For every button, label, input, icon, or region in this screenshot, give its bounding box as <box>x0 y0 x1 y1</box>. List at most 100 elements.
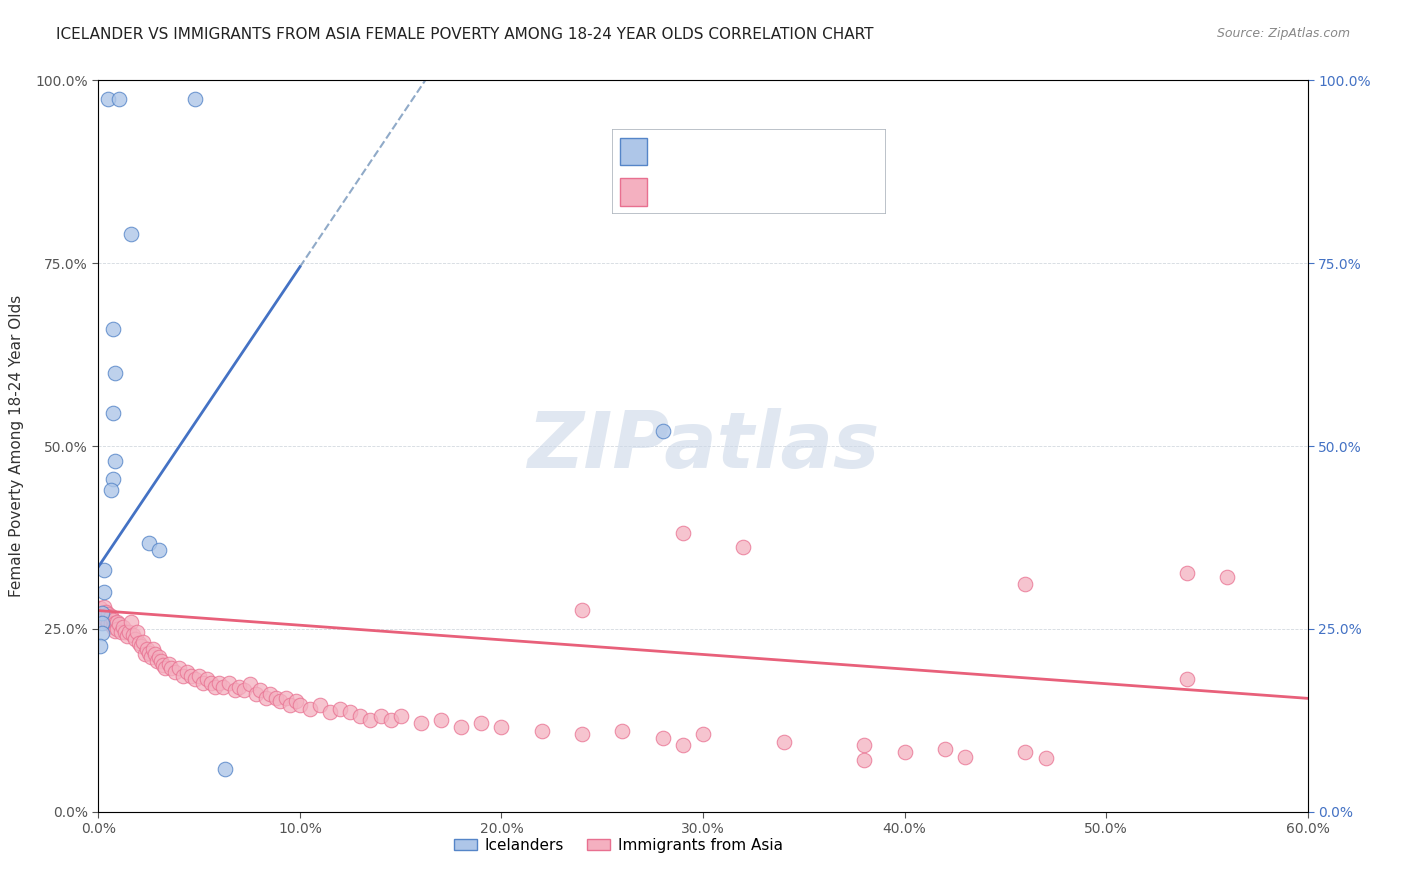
Point <box>309 698 332 712</box>
Point <box>110 624 132 639</box>
Point <box>97 607 120 622</box>
Point <box>530 723 553 738</box>
Point <box>380 713 402 727</box>
Point <box>176 665 198 679</box>
Point <box>180 668 202 682</box>
Point <box>101 613 124 627</box>
Point <box>103 615 125 630</box>
Text: ICELANDER VS IMMIGRANTS FROM ASIA FEMALE POVERTY AMONG 18-24 YEAR OLDS CORRELATI: ICELANDER VS IMMIGRANTS FROM ASIA FEMALE… <box>56 27 873 42</box>
Point <box>91 606 114 620</box>
Point <box>188 668 211 682</box>
Point <box>93 611 115 625</box>
Point <box>651 731 673 745</box>
Point <box>120 227 142 241</box>
Text: ZIPatlas: ZIPatlas <box>527 408 879 484</box>
Point <box>1014 746 1036 760</box>
FancyBboxPatch shape <box>620 138 647 165</box>
Point <box>149 654 172 668</box>
Point <box>101 406 124 420</box>
Point <box>160 661 183 675</box>
Point <box>239 676 262 690</box>
Point <box>103 624 125 638</box>
Point <box>1216 570 1239 584</box>
Point <box>121 628 143 642</box>
Point <box>91 615 114 630</box>
Point <box>571 603 593 617</box>
Point <box>184 673 207 687</box>
Point <box>120 615 142 629</box>
Point <box>125 624 148 639</box>
Text: 100: 100 <box>837 185 873 200</box>
Point <box>152 657 174 672</box>
Point <box>200 676 222 690</box>
FancyBboxPatch shape <box>612 129 886 214</box>
Point <box>450 720 472 734</box>
Point <box>100 483 122 497</box>
Point <box>105 615 128 629</box>
FancyBboxPatch shape <box>620 178 647 206</box>
Point <box>339 705 361 719</box>
Text: 0.312: 0.312 <box>716 144 769 159</box>
Point <box>319 705 342 719</box>
Point <box>100 615 122 630</box>
Point <box>288 698 311 712</box>
Point <box>232 683 254 698</box>
Point <box>97 92 120 106</box>
Point <box>97 615 120 630</box>
Point <box>107 92 129 106</box>
Point <box>772 734 794 748</box>
Point <box>249 683 271 698</box>
Point <box>101 322 124 336</box>
Point <box>360 713 382 727</box>
Point <box>269 694 291 708</box>
Point <box>692 727 714 741</box>
Point <box>1035 751 1057 765</box>
Point <box>934 741 956 756</box>
Point <box>93 585 115 599</box>
Point <box>389 709 412 723</box>
Point <box>651 425 673 439</box>
Point <box>259 687 281 701</box>
Point <box>146 654 169 668</box>
Point <box>124 632 146 646</box>
Point <box>264 690 287 705</box>
Point <box>470 716 492 731</box>
Legend: Icelanders, Immigrants from Asia: Icelanders, Immigrants from Asia <box>449 831 789 859</box>
Point <box>193 676 215 690</box>
Point <box>1014 577 1036 591</box>
Point <box>224 683 246 698</box>
Point <box>172 668 194 682</box>
Point <box>195 673 218 687</box>
Point <box>89 608 111 623</box>
Text: N =: N = <box>782 144 811 159</box>
Point <box>672 738 695 752</box>
Point <box>245 687 267 701</box>
Text: R =: R = <box>658 185 686 200</box>
Point <box>167 661 190 675</box>
Point <box>115 629 138 643</box>
Point <box>163 665 186 679</box>
Point <box>129 640 152 654</box>
Point <box>278 698 301 712</box>
Point <box>254 690 277 705</box>
Point <box>430 713 453 727</box>
Point <box>853 738 876 752</box>
Point <box>284 694 307 708</box>
Point <box>491 720 513 734</box>
Text: N =: N = <box>782 185 811 200</box>
Point <box>153 660 176 674</box>
Point <box>100 608 122 623</box>
Point <box>96 605 118 619</box>
Point <box>370 709 392 723</box>
Point <box>91 613 114 627</box>
Point <box>107 617 129 632</box>
Point <box>157 657 180 671</box>
Point <box>274 690 297 705</box>
Point <box>134 647 156 661</box>
Point <box>612 723 634 738</box>
Point <box>89 640 111 654</box>
Point <box>853 753 876 767</box>
Point <box>105 622 128 636</box>
Text: -0.440: -0.440 <box>716 185 770 200</box>
Point <box>93 563 115 577</box>
